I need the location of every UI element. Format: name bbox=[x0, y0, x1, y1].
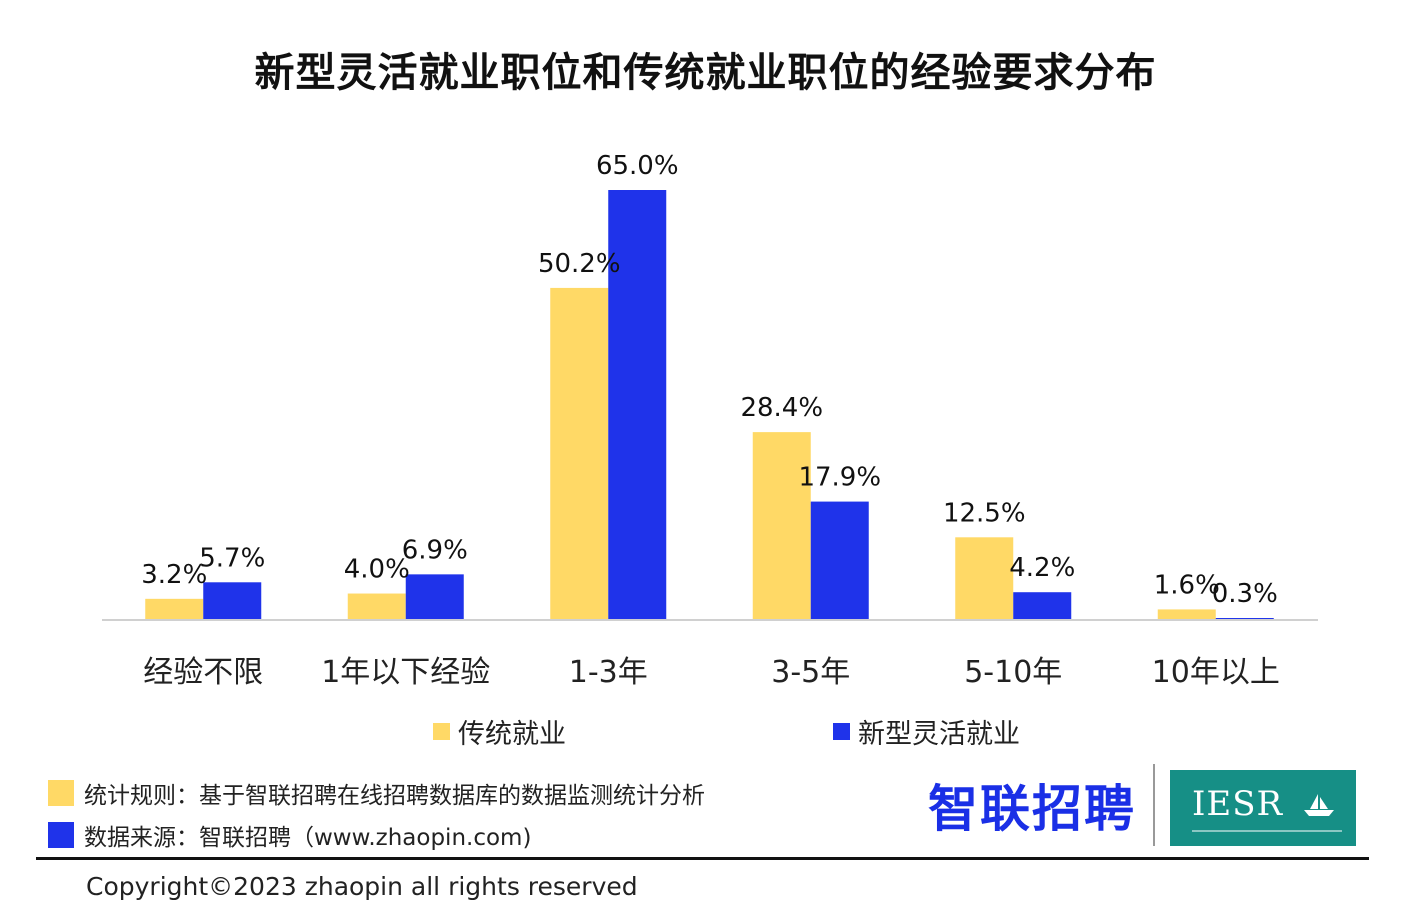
footer-divider bbox=[36, 857, 1369, 860]
data-label-traditional-over10: 1.6% bbox=[1154, 570, 1220, 600]
legend-label-flexible: 新型灵活就业 bbox=[858, 719, 1020, 750]
data-label-flexible-3-5: 17.9% bbox=[798, 463, 881, 493]
data-label-flexible-none: 5.7% bbox=[199, 543, 265, 573]
legend-swatch-flexible bbox=[833, 723, 850, 740]
iesr-logo: IESR bbox=[1170, 770, 1356, 846]
bar-traditional-1-3 bbox=[550, 287, 609, 620]
bar-flexible-under1 bbox=[405, 574, 464, 620]
chart-title: 新型灵活就业职位和传统就业职位的经验要求分布 bbox=[254, 50, 1157, 96]
copyright-text: Copyright©2023 zhaopin all rights reserv… bbox=[86, 872, 638, 901]
note-source: 数据来源：智联招聘（www.zhaopin.com) bbox=[48, 818, 531, 852]
data-label-traditional-1-3: 50.2% bbox=[538, 249, 621, 279]
bar-flexible-3-5 bbox=[810, 501, 869, 620]
data-label-flexible-under1: 6.9% bbox=[402, 535, 468, 565]
bar-flexible-none bbox=[203, 582, 262, 620]
bar-traditional-under1 bbox=[347, 593, 406, 620]
data-label-traditional-3-5: 28.4% bbox=[740, 393, 823, 423]
note-rule-text: 统计规则：基于智联招聘在线招聘数据库的数据监测统计分析 bbox=[84, 783, 705, 809]
x-tick-label-over10: 10年以上 bbox=[1152, 655, 1280, 690]
zhaopin-logo: 智联招聘 bbox=[928, 780, 1136, 838]
legend-label-traditional: 传统就业 bbox=[458, 719, 566, 750]
bar-flexible-5-10 bbox=[1013, 592, 1072, 620]
x-tick-label-5-10: 5-10年 bbox=[964, 655, 1062, 690]
data-label-flexible-5-10: 4.2% bbox=[1009, 553, 1075, 583]
data-label-flexible-over10: 0.3% bbox=[1212, 579, 1278, 609]
bar-flexible-1-3 bbox=[608, 190, 667, 620]
x-tick-label-1-3: 1-3年 bbox=[569, 655, 648, 690]
bar-traditional-over10 bbox=[1157, 609, 1216, 620]
iesr-logo-underline bbox=[1192, 830, 1342, 832]
data-label-traditional-under1: 4.0% bbox=[344, 555, 410, 585]
legend-swatch-traditional bbox=[433, 723, 450, 740]
bar-traditional-5-10 bbox=[955, 537, 1014, 620]
note-source-text: 数据来源：智联招聘（www.zhaopin.com) bbox=[84, 825, 532, 851]
x-tick-label-none: 经验不限 bbox=[143, 655, 263, 690]
data-label-flexible-1-3: 65.0% bbox=[596, 151, 679, 181]
ship-icon bbox=[1304, 794, 1334, 816]
logo-divider bbox=[1153, 764, 1155, 846]
x-tick-label-3-5: 3-5年 bbox=[771, 655, 850, 690]
x-tick-label-under1: 1年以下经验 bbox=[321, 655, 490, 690]
bar-chart: 3.2%5.7% 经验不限 4.0%6.9% 1年以下经验 50.2% 65.0% 1-3年… bbox=[102, 151, 1318, 690]
note-source-swatch bbox=[48, 822, 74, 848]
data-label-traditional-none: 3.2% bbox=[141, 560, 207, 590]
note-rule-swatch bbox=[48, 780, 74, 806]
legend-item-traditional: 传统就业 bbox=[433, 712, 566, 751]
bar-traditional-none bbox=[145, 598, 204, 620]
bar-traditional-3-5 bbox=[752, 432, 811, 620]
data-label-traditional-5-10: 12.5% bbox=[943, 498, 1026, 528]
note-rule: 统计规则：基于智联招聘在线招聘数据库的数据监测统计分析 bbox=[48, 776, 705, 810]
legend-item-flexible: 新型灵活就业 bbox=[833, 712, 1020, 751]
iesr-logo-text: IESR bbox=[1192, 784, 1284, 824]
